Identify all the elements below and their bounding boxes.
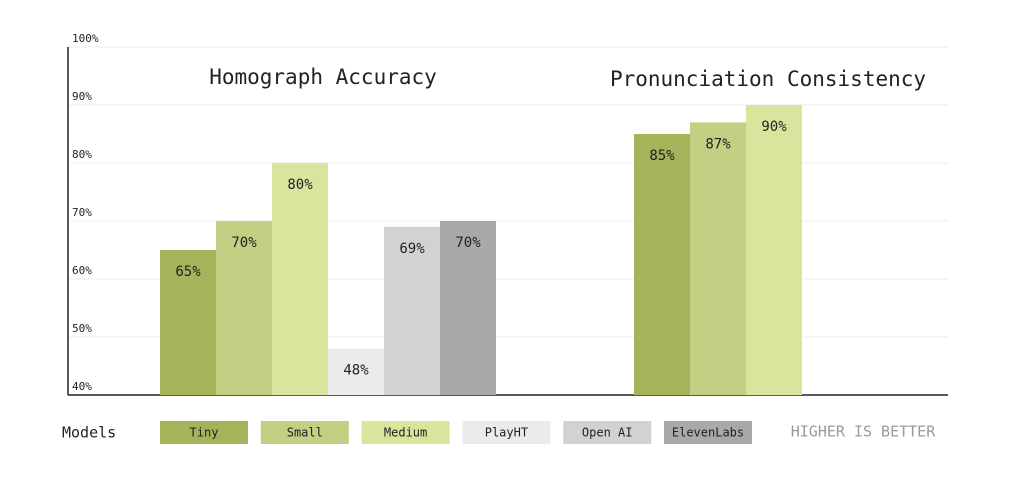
legend-label: Medium (384, 426, 427, 440)
y-tick-label: 60% (72, 264, 92, 277)
legend-label: PlayHT (485, 426, 528, 440)
legend-swatch (361, 421, 450, 444)
bar (272, 163, 328, 395)
legend-swatch (462, 421, 551, 444)
bar (440, 221, 496, 395)
bar (746, 105, 802, 395)
legend-swatch (160, 421, 248, 444)
legend-swatch (563, 421, 652, 444)
bar (634, 134, 690, 395)
legend-label: Open AI (582, 426, 633, 440)
y-tick-label: 90% (72, 90, 92, 103)
group-title: Homograph Accuracy (209, 65, 437, 89)
y-tick-label: 50% (72, 322, 92, 335)
group-title: Pronunciation Consistency (610, 67, 926, 91)
legend-label: ElevenLabs (672, 426, 744, 440)
value-label: 48% (343, 363, 369, 379)
bar (216, 221, 272, 395)
y-tick-label: 70% (72, 206, 92, 219)
value-label: 70% (455, 235, 481, 251)
legend-title: Models (62, 424, 116, 442)
value-label: 65% (175, 264, 201, 280)
y-tick-label: 80% (72, 148, 92, 161)
bar (384, 226, 440, 395)
value-label: 87% (705, 136, 731, 152)
value-label: 80% (287, 177, 313, 193)
value-label: 69% (399, 241, 425, 257)
legend-label: Tiny (190, 426, 219, 440)
y-tick-label: 40% (72, 380, 92, 393)
legend-swatch (664, 421, 752, 444)
legend-swatch (260, 421, 349, 444)
bar (328, 348, 384, 395)
value-label: 70% (231, 235, 257, 251)
y-tick-label: 100% (72, 32, 99, 45)
value-label: 85% (649, 148, 675, 164)
bar (690, 122, 746, 396)
legend-label: Small (287, 426, 323, 440)
note: HIGHER IS BETTER (791, 423, 936, 441)
bar (160, 250, 216, 395)
value-label: 90% (761, 119, 787, 135)
